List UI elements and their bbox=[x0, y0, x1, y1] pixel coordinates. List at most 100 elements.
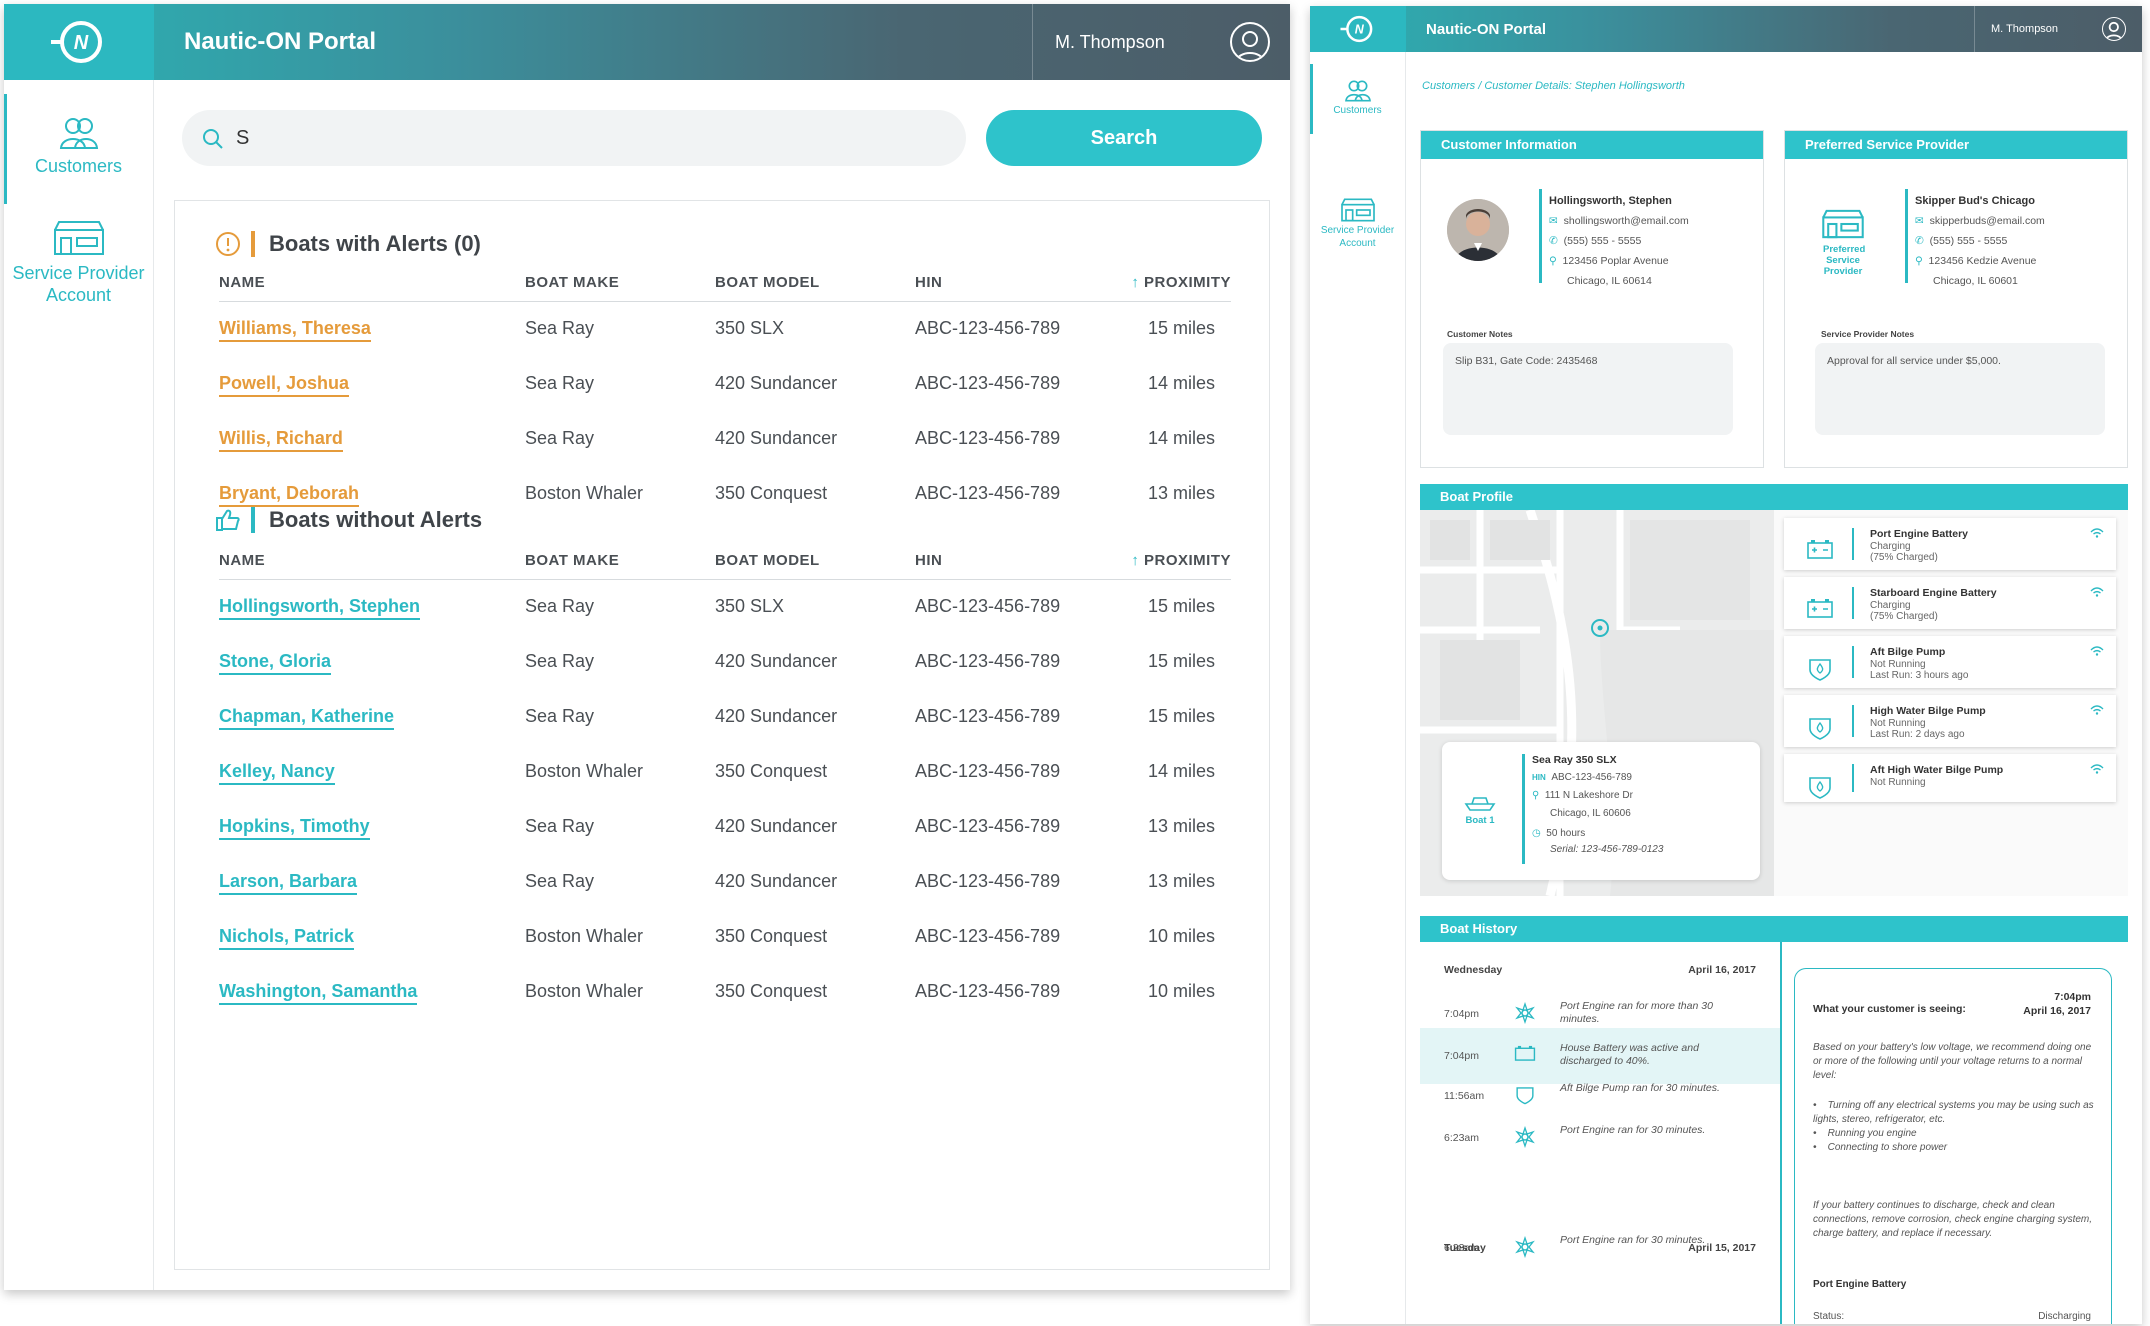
table-row[interactable]: Hollingsworth, Stephen Sea Ray 350 SLX ABC-… bbox=[219, 579, 1231, 634]
breadcrumb[interactable]: Customers / Customer Details: Stephen Ho… bbox=[1422, 80, 1685, 92]
device-status: Charging bbox=[1870, 541, 1911, 552]
customer-link[interactable]: Chapman, Katherine bbox=[219, 706, 395, 730]
title-divider bbox=[251, 507, 255, 533]
col-header-hin[interactable]: HIN bbox=[915, 543, 1115, 580]
user-name: M. Thompson bbox=[1055, 31, 1165, 52]
table-row[interactable]: Stone, Gloria Sea Ray 420 Sundancer ABC-123… bbox=[219, 634, 1231, 689]
device-card[interactable]: High Water Bilge Pump Not Running Last Run… bbox=[1784, 695, 2116, 747]
logo[interactable]: N bbox=[4, 4, 154, 80]
history-event[interactable]: 7:04pm Port Engine ran for more than 30 m… bbox=[1420, 986, 1780, 1042]
table-row[interactable]: Bryant, Deborah Boston Whaler 350 Conquest… bbox=[219, 466, 1231, 521]
col-header-model[interactable]: BOAT MODEL bbox=[715, 543, 915, 580]
top-bar: N Nautic-ON Portal M. Thompson bbox=[1310, 6, 2142, 52]
customer-link[interactable]: Stone, Gloria bbox=[219, 651, 332, 675]
col-header-hin[interactable]: HIN bbox=[915, 265, 1115, 302]
col-header-model[interactable]: BOAT MODEL bbox=[715, 265, 915, 302]
history-event[interactable]: 6:23am Port Engine ran for 30 minutes. bbox=[1420, 1220, 1780, 1276]
customer-link[interactable]: Hollingsworth, Stephen bbox=[219, 596, 420, 621]
device-detail: (75% Charged) bbox=[1870, 611, 1938, 622]
cell-boat-make: Boston Whaler bbox=[525, 926, 644, 946]
event-time: 7:04pm bbox=[1444, 1008, 1480, 1020]
cell-hin: ABC-123-456-789 bbox=[915, 981, 1061, 1001]
search-input[interactable] bbox=[236, 124, 836, 152]
cell-hin: ABC-123-456-789 bbox=[915, 596, 1061, 617]
device-card[interactable]: Aft Bilge Pump Not Running Last Run: 3 hou… bbox=[1784, 636, 2116, 688]
cell-proximity: 13 miles bbox=[1147, 483, 1215, 503]
col-header-name[interactable]: NAME bbox=[219, 543, 525, 580]
user-avatar-icon[interactable] bbox=[1230, 22, 1270, 62]
device-card[interactable]: Port Engine Battery Charging (75% Charged) bbox=[1784, 518, 2116, 570]
history-date: April 16, 2017 bbox=[1688, 964, 1756, 976]
table-row[interactable]: Larson, Barbara Sea Ray 420 Sundancer ABC-1… bbox=[219, 854, 1231, 909]
pump-icon bbox=[1809, 718, 1831, 740]
customer-link[interactable]: Willis, Richard bbox=[219, 428, 343, 452]
col-header-make[interactable]: BOAT MAKE bbox=[525, 265, 715, 302]
sidebar-item-service-provider[interactable]: Service Provider Account bbox=[4, 220, 153, 330]
table-row[interactable]: Washington, Samantha Boston Whaler 350 Con… bbox=[219, 964, 1231, 1019]
col-header-make[interactable]: BOAT MAKE bbox=[525, 543, 715, 580]
search-button[interactable]: Search bbox=[986, 110, 1262, 166]
sidebar-item-customers[interactable]: Customers bbox=[4, 94, 153, 204]
cell-proximity: 15 miles bbox=[1147, 318, 1215, 339]
customer-link[interactable]: Larson, Barbara bbox=[219, 871, 358, 895]
customer-link[interactable]: Bryant, Deborah bbox=[219, 483, 360, 507]
cell-boat-model: 420 Sundancer bbox=[715, 871, 838, 891]
cell-boat-model: 420 Sundancer bbox=[715, 651, 838, 671]
device-card[interactable]: Starboard Engine Battery Charging (75% Cha… bbox=[1784, 577, 2116, 629]
cell-customer-name: Williams, Theresa bbox=[219, 301, 525, 356]
preview-bullet: • Connecting to shore power bbox=[1813, 1142, 1948, 1153]
cell-proximity: 10 miles bbox=[1147, 926, 1215, 946]
storefront-icon bbox=[1340, 198, 1375, 222]
info-divider bbox=[1905, 189, 1908, 283]
col-header-proximity[interactable]: ↑ PROXIMITY bbox=[1115, 543, 1231, 580]
customer-link[interactable]: Washington, Samantha bbox=[219, 981, 418, 1005]
provider-email-row[interactable]: ✉ skipperbuds@email.com bbox=[1915, 215, 2045, 227]
col-header-name[interactable]: NAME bbox=[219, 265, 525, 302]
device-divider bbox=[1852, 528, 1854, 560]
customer-link[interactable]: Williams, Theresa bbox=[219, 318, 371, 343]
table-row[interactable]: Hopkins, Timothy Sea Ray 420 Sundancer ABC-… bbox=[219, 799, 1231, 854]
boat-map[interactable]: Boat 1 Sea Ray 350 SLX HIN ABC-123-456-7… bbox=[1420, 510, 1774, 896]
customer-link[interactable]: Hopkins, Timothy bbox=[219, 816, 370, 840]
customer-link[interactable]: Powell, Joshua bbox=[219, 373, 350, 397]
cell-hin: ABC-123-456-789 bbox=[915, 761, 1061, 781]
nautic-logo-icon: N bbox=[51, 21, 102, 63]
table-row[interactable]: Powell, Joshua Sea Ray 420 Sundancer ABC-12… bbox=[219, 356, 1231, 411]
table-row[interactable]: Willis, Richard Sea Ray 420 Sundancer ABC-1… bbox=[219, 411, 1231, 466]
cell-proximity: 14 miles bbox=[1147, 373, 1215, 393]
device-name: Aft High Water Bilge Pump bbox=[1870, 764, 2004, 776]
cell-proximity: 15 miles bbox=[1147, 706, 1215, 726]
history-event[interactable]: 7:04pm House Battery was active and disch… bbox=[1420, 1028, 1780, 1084]
customer-notes[interactable]: Slip B31, Gate Code: 2435468 bbox=[1443, 343, 1733, 435]
provider-notes[interactable]: Approval for all service under $5,000. bbox=[1815, 343, 2105, 435]
device-card[interactable]: Aft High Water Bilge Pump Not Running bbox=[1784, 754, 2116, 802]
sidebar-item-customers[interactable]: Customers bbox=[1310, 64, 1405, 134]
sort-up-arrow-icon: ↑ bbox=[1131, 274, 1140, 292]
customer-link[interactable]: Nichols, Patrick bbox=[219, 926, 355, 950]
cell-boat-make: Boston Whaler bbox=[525, 761, 644, 781]
wifi-signal-icon bbox=[2090, 587, 2104, 597]
sidebar-item-service-provider[interactable]: Service Provider Account bbox=[1310, 198, 1405, 268]
customer-link[interactable]: Kelley, Nancy bbox=[219, 761, 335, 785]
user-menu[interactable]: M. Thompson bbox=[1032, 4, 1290, 80]
history-event[interactable]: 6:23am Port Engine ran for 30 minutes. bbox=[1420, 1110, 1780, 1166]
logo[interactable]: N bbox=[1310, 6, 1406, 52]
boat-card[interactable]: Boat 1 Sea Ray 350 SLX HIN ABC-123-456-7… bbox=[1442, 742, 1760, 880]
table-row[interactable]: Nichols, Patrick Boston Whaler 350 Conques… bbox=[219, 909, 1231, 964]
clock-icon: ◷ bbox=[1532, 828, 1541, 839]
user-menu[interactable]: M. Thompson bbox=[1974, 6, 2142, 52]
sidebar-label-customers: Customers bbox=[34, 156, 123, 176]
user-avatar-icon[interactable] bbox=[2102, 17, 2126, 41]
history-date: April 15, 2017 bbox=[1688, 1242, 1756, 1254]
sidebar-label-customers: Customers bbox=[1333, 105, 1382, 116]
table-row[interactable]: Kelley, Nancy Boston Whaler 350 Conquest AB… bbox=[219, 744, 1231, 799]
cell-boat-make: Sea Ray bbox=[525, 596, 595, 617]
customer-email-row[interactable]: ✉ shollingsworth@email.com bbox=[1549, 215, 1689, 227]
col-header-proximity[interactable]: ↑ PROXIMITY bbox=[1115, 265, 1231, 302]
battery-icon bbox=[1514, 1045, 1536, 1061]
pump-icon bbox=[1809, 777, 1831, 799]
table-row[interactable]: Chapman, Katherine Sea Ray 420 Sundancer AB… bbox=[219, 689, 1231, 744]
table-row[interactable]: Williams, Theresa Sea Ray 350 SLX ABC-123-4… bbox=[219, 301, 1231, 356]
history-event[interactable]: 11:56am Aft Bilge Pump ran for 30 minutes… bbox=[1420, 1068, 1780, 1124]
engine-icon bbox=[1515, 1126, 1535, 1148]
